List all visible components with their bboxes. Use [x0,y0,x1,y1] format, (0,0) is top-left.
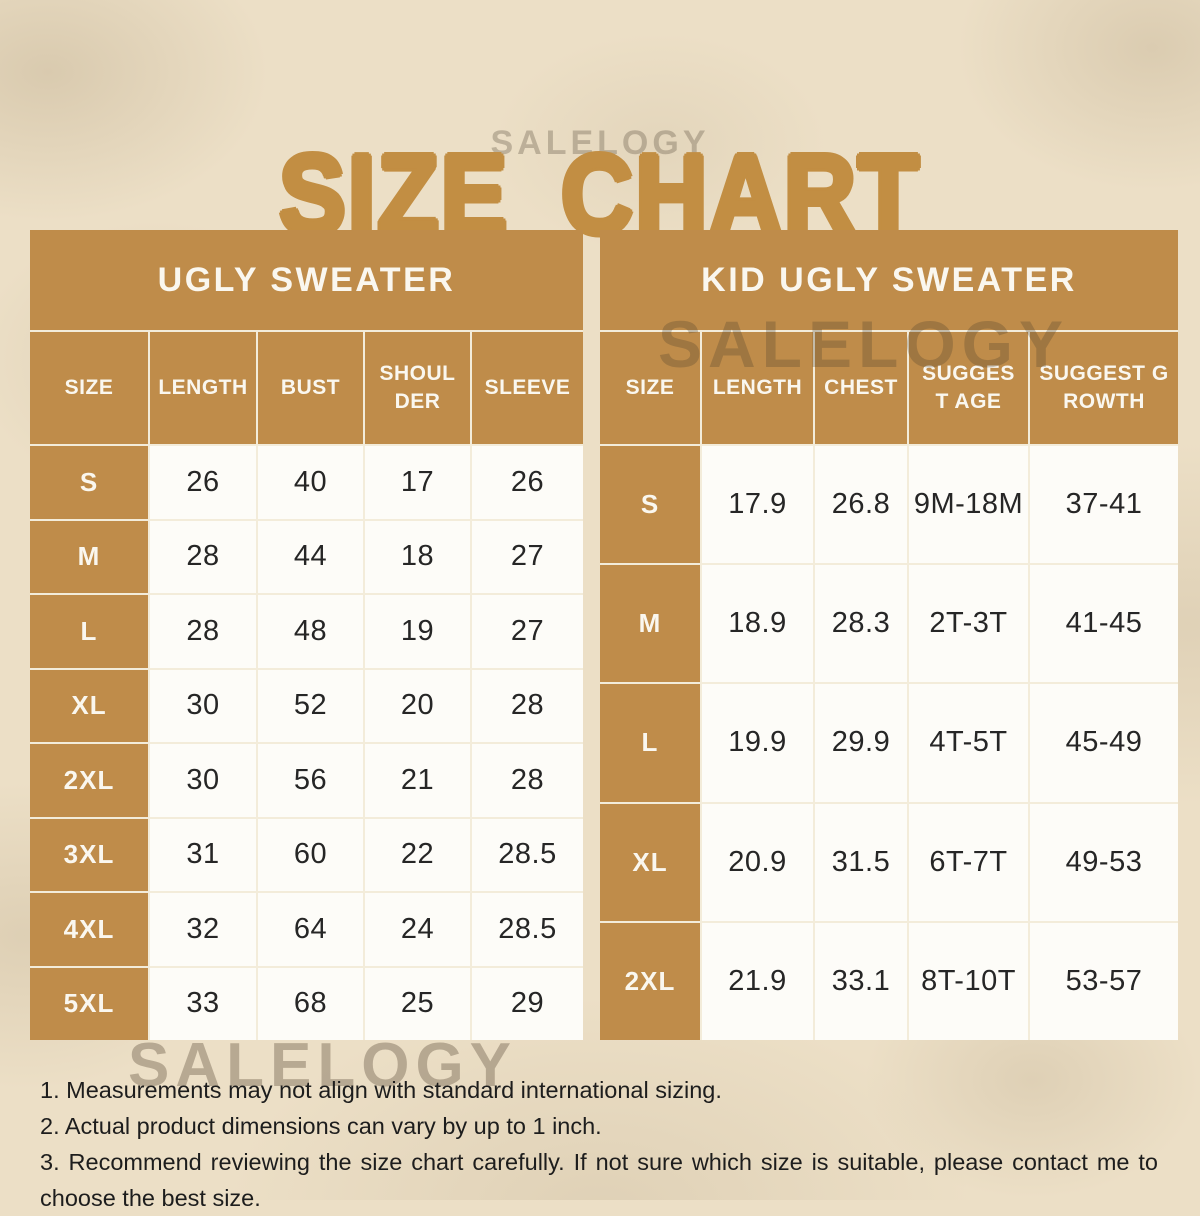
value-cell: 28 [150,595,256,668]
size-cell: L [600,684,700,802]
value-cell: 33 [150,967,256,1040]
value-cell: 52 [258,669,363,742]
value-cell: 17.9 [702,446,813,564]
value-cell: 56 [258,744,363,817]
value-cell: 26 [472,446,583,519]
column-header: SUGGEST GROWTH [1030,332,1178,444]
size-cell: M [600,565,700,683]
size-cell: 2XL [30,744,148,817]
column-header: SIZE [600,332,700,444]
value-cell: 40 [258,446,363,519]
value-cell: 20 [365,669,470,742]
size-cell: 3XL [30,818,148,891]
column-header: SIZE [30,332,148,444]
value-cell: 30 [150,669,256,742]
column-header: SLEEVE [472,332,583,444]
value-cell: 53-57 [1030,922,1178,1040]
adult-size-table: UGLY SWEATER SIZE LENGTH BUST SHOULDER SLEEV… [30,230,583,1040]
value-cell: 29 [472,967,583,1040]
adult-table-grid: SIZE LENGTH BUST SHOULDER SLEEVE S 26 40 17 26 M 28… [30,332,583,1040]
column-header: LENGTH [150,332,256,444]
value-cell: 28 [150,520,256,593]
value-cell: 32 [150,893,256,966]
value-cell: 19.9 [702,684,813,802]
adult-table-title: UGLY SWEATER [30,230,583,330]
value-cell: 41-45 [1030,565,1178,683]
value-cell: 45-49 [1030,684,1178,802]
value-cell: 19 [365,595,470,668]
value-cell: 21 [365,744,470,817]
value-cell: 22 [365,818,470,891]
value-cell: 33.1 [815,922,907,1040]
notes-list: 1. Measurements may not align with stand… [40,1072,1158,1216]
value-cell: 30 [150,744,256,817]
value-cell: 27 [472,520,583,593]
value-cell: 28 [472,669,583,742]
value-cell: 8T-10T [909,922,1028,1040]
value-cell: 64 [258,893,363,966]
value-cell: 28.5 [472,893,583,966]
size-cell: XL [600,803,700,921]
value-cell: 68 [258,967,363,1040]
column-header: BUST [258,332,363,444]
value-cell: 2T-3T [909,565,1028,683]
size-cell: 4XL [30,893,148,966]
value-cell: 18.9 [702,565,813,683]
column-header: SUGGEST AGE [909,332,1028,444]
value-cell: 31 [150,818,256,891]
value-cell: 26 [150,446,256,519]
size-cell: XL [30,669,148,742]
value-cell: 9M-18M [909,446,1028,564]
value-cell: 37-41 [1030,446,1178,564]
value-cell: 20.9 [702,803,813,921]
kid-size-table: KID UGLY SWEATER SIZE LENGTH CHEST SUGGEST … [600,230,1178,1040]
value-cell: 25 [365,967,470,1040]
size-cell: S [30,446,148,519]
note-item: 1. Measurements may not align with stand… [40,1077,722,1103]
value-cell: 24 [365,893,470,966]
kid-table-grid: SIZE LENGTH CHEST SUGGEST AGE SUGGEST GROWTH… [600,332,1178,1040]
value-cell: 21.9 [702,922,813,1040]
value-cell: 28.3 [815,565,907,683]
value-cell: 31.5 [815,803,907,921]
size-cell: L [30,595,148,668]
value-cell: 49-53 [1030,803,1178,921]
column-header: SHOULDER [365,332,470,444]
note-item: 3. Recommend reviewing the size chart ca… [40,1149,1158,1211]
value-cell: 29.9 [815,684,907,802]
column-header: LENGTH [702,332,813,444]
value-cell: 48 [258,595,363,668]
value-cell: 6T-7T [909,803,1028,921]
size-cell: 2XL [600,922,700,1040]
value-cell: 27 [472,595,583,668]
size-cell: S [600,446,700,564]
value-cell: 28.5 [472,818,583,891]
value-cell: 28 [472,744,583,817]
value-cell: 17 [365,446,470,519]
kid-table-title: KID UGLY SWEATER [600,230,1178,330]
size-cell: 5XL [30,967,148,1040]
value-cell: 4T-5T [909,684,1028,802]
value-cell: 18 [365,520,470,593]
note-item: 2. Actual product dimensions can vary by… [40,1113,602,1139]
value-cell: 26.8 [815,446,907,564]
column-header: CHEST [815,332,907,444]
value-cell: 60 [258,818,363,891]
size-cell: M [30,520,148,593]
value-cell: 44 [258,520,363,593]
